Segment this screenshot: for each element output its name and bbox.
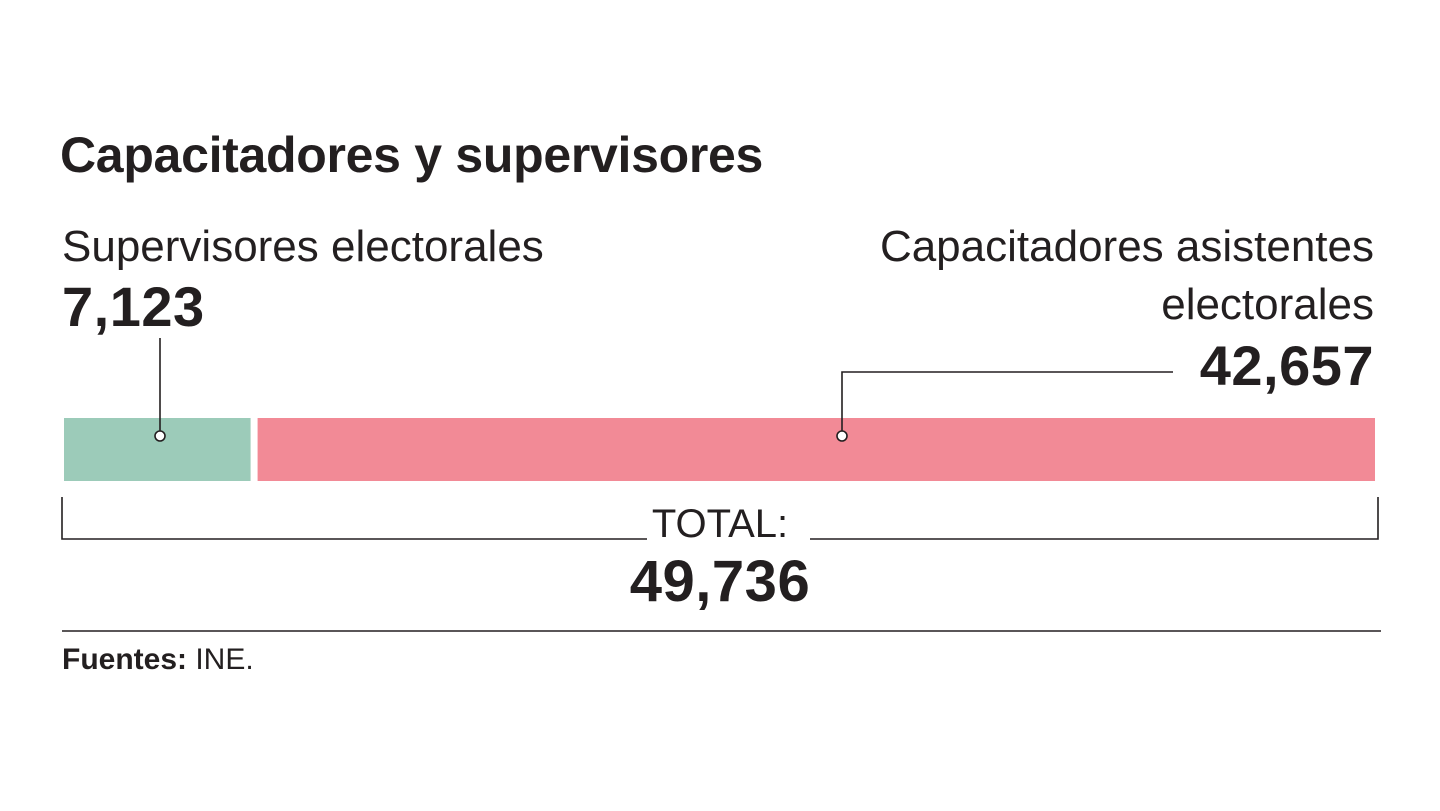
chart-title: Capacitadores y supervisores	[60, 127, 764, 183]
total-bracket-right	[810, 497, 1379, 540]
source-note: Fuentes: INE.	[62, 640, 254, 680]
leader-dot-capacitadores	[836, 430, 848, 442]
value-capacitadores: 42,657	[1199, 334, 1374, 397]
label-supervisores: Supervisores electorales	[62, 222, 544, 271]
label-capacitadores: Capacitadores asistentes electorales	[879, 222, 1374, 329]
source-text: INE.	[187, 643, 254, 676]
leader-dot-supervisores	[154, 430, 166, 442]
total-value: 49,736	[629, 549, 811, 614]
leader-line-capacitadores	[841, 371, 1173, 436]
total-label: TOTAL:	[651, 502, 789, 546]
bar-segment-1	[257, 418, 1375, 481]
source-head: Fuentes:	[62, 643, 188, 676]
value-supervisores: 7,123	[62, 275, 205, 338]
total-bracket-left	[61, 497, 647, 540]
bar-segment-0	[64, 418, 251, 481]
